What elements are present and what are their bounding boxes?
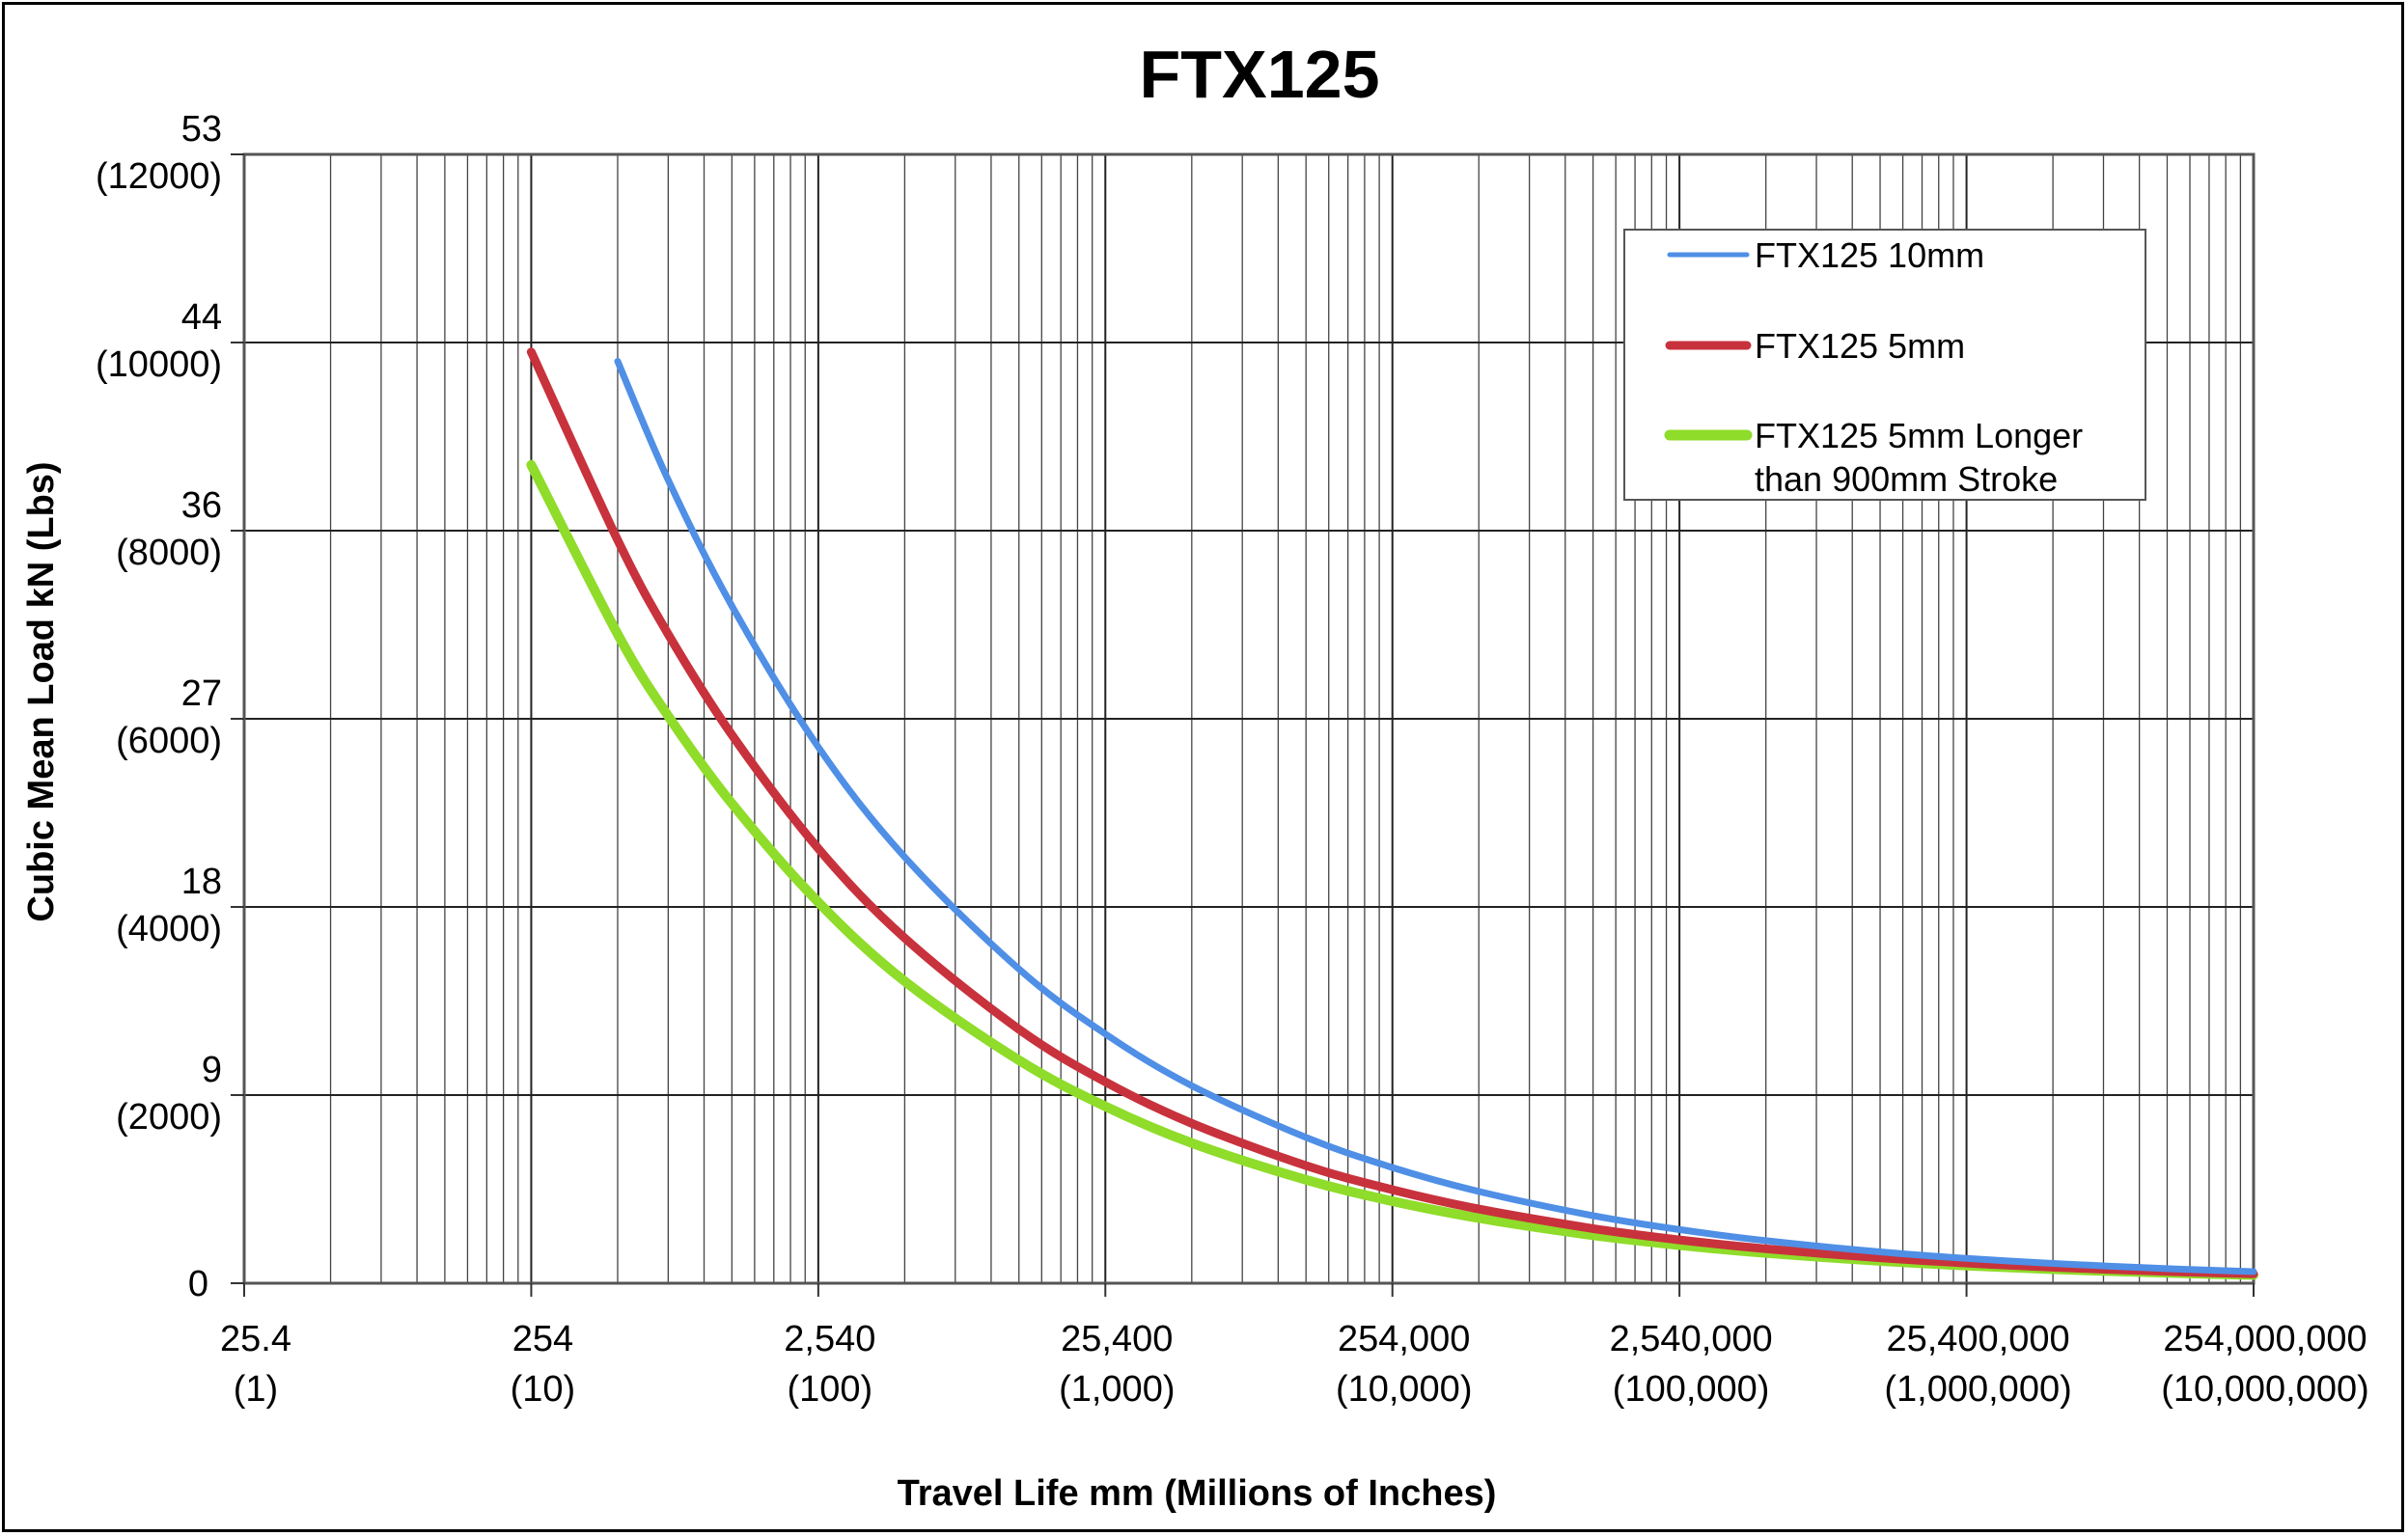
legend-label-3-line2: than 900mm Stroke [1755, 459, 2058, 499]
x-tick-label-mm: 254,000,000 [2163, 1319, 2366, 1359]
x-tick-label-mm: 254 [512, 1319, 573, 1359]
y-tick-label-lbs: (10000) [96, 344, 222, 385]
x-tick-label-mm: 2,540,000 [1610, 1319, 1773, 1359]
x-tick-label-inches: (10,000,000) [2161, 1369, 2369, 1410]
y-tick-label-kn: 44 [181, 297, 222, 338]
legend-box [1623, 229, 2146, 501]
x-tick-label-mm: 254,000 [1338, 1319, 1470, 1359]
y-tick-label-kn: 9 [202, 1050, 222, 1090]
legend: FTX125 10mm FTX125 5mm FTX125 5mm Longer th… [1623, 229, 2146, 501]
x-tick-label-inches: (10,000) [1336, 1369, 1473, 1410]
y-tick-label-kn: 36 [181, 485, 222, 526]
x-tick-label-inches: (1,000,000) [1884, 1369, 2071, 1410]
series-layer [526, 347, 2258, 1280]
x-tick-label-mm: 25.4 [220, 1319, 291, 1359]
y-tick-label-lbs: (4000) [116, 909, 222, 949]
x-tick-label-inches: (100) [787, 1369, 872, 1410]
x-axis-ticks: 25.4 (1) 254 (10) 2,540 (100) 25,400 (1,000) 254… [220, 1283, 2369, 1410]
legend-label-1: FTX125 10mm [1755, 235, 1984, 275]
y-axis-title: Cubic Mean Load kN (Lbs) [21, 461, 62, 921]
series-line-2 [526, 347, 2258, 1278]
y-tick-label-kn: 27 [181, 673, 222, 714]
y-tick-label-lbs: (8000) [116, 533, 222, 573]
x-tick-label-inches: (10) [511, 1369, 576, 1410]
y-tick-label-kn: 53 [181, 109, 222, 150]
legend-label-2: FTX125 5mm [1755, 326, 1965, 366]
x-axis-title: Travel Life mm (Millions of Inches) [898, 1473, 1497, 1514]
y-tick-label-lbs: (6000) [116, 721, 222, 761]
y-tick-label-lbs: (12000) [96, 156, 222, 197]
x-tick-label-mm: 25,400 [1061, 1319, 1173, 1359]
x-tick-label-inches: (1,000) [1059, 1369, 1175, 1410]
y-tick-label-kn: 0 [188, 1264, 208, 1304]
y-tick-label-lbs: (2000) [116, 1097, 222, 1138]
y-tick-label-kn: 18 [181, 862, 222, 902]
x-tick-label-inches: (1) [234, 1369, 278, 1410]
x-tick-label-mm: 2,540 [784, 1319, 875, 1359]
legend-label-3: FTX125 5mm Longer [1755, 416, 2083, 455]
series-line-1 [614, 358, 2257, 1275]
y-axis-ticks: 0 9 (2000) 18 (4000) 27 (6000) 36 (8000) 44 (10000… [96, 109, 244, 1304]
x-tick-label-mm: 25,400,000 [1886, 1319, 2069, 1359]
chart-title: FTX125 [1140, 37, 1380, 112]
x-tick-label-inches: (100,000) [1613, 1369, 1770, 1410]
